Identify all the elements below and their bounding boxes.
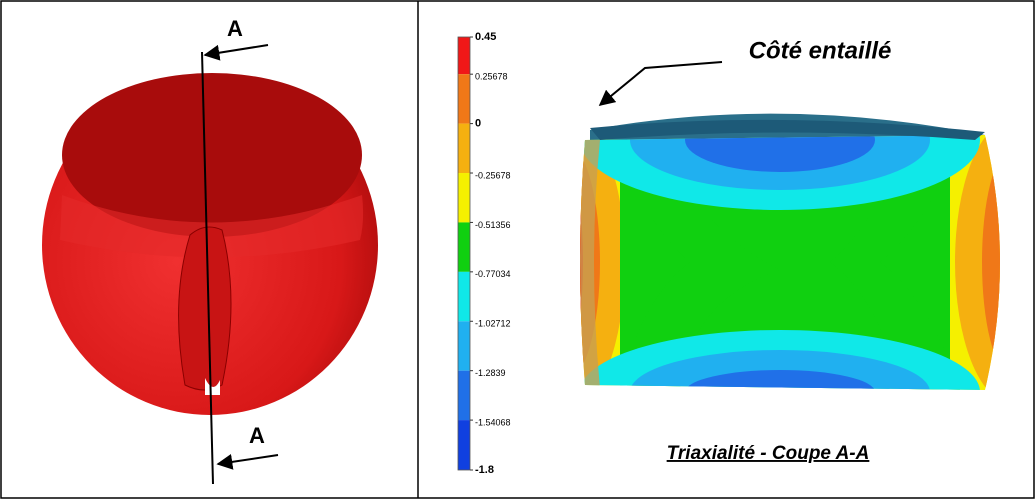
caption: Triaxialité - Coupe A-A — [667, 443, 870, 464]
tick-label: -1.54068 — [475, 417, 511, 427]
tick-label: 0 — [475, 118, 481, 130]
annotation: Côté entaillé — [749, 37, 892, 64]
annotation-arrow — [598, 61, 723, 107]
section-label: A — [249, 423, 265, 448]
colorbar-band — [458, 222, 470, 272]
tick-label: -1.8 — [475, 464, 494, 476]
section-label: A — [227, 16, 243, 41]
tick-label: -1.02712 — [475, 319, 511, 329]
colorbar-band — [458, 37, 470, 75]
specimen-3d — [42, 73, 378, 415]
colorbar-band — [458, 370, 470, 421]
colorbar-band — [458, 420, 470, 470]
colorbar-band — [458, 74, 470, 124]
colorbar-band — [458, 271, 470, 322]
colorbar-frame — [457, 36, 471, 471]
tick-label: 0.25678 — [475, 72, 508, 82]
colorbar-band — [458, 123, 470, 174]
tick-label: -0.25678 — [475, 170, 511, 180]
tick-label: -0.77034 — [475, 269, 511, 279]
tick-label: 0.45 — [475, 31, 496, 43]
tick-label: -0.51356 — [475, 220, 511, 230]
arrow — [216, 453, 279, 470]
colorbar-band — [458, 173, 470, 223]
colorbar-band — [458, 321, 470, 371]
tick-label: -1.2839 — [475, 368, 506, 378]
section-line — [201, 51, 214, 485]
arrow — [203, 44, 269, 61]
contour-plot — [580, 113, 1000, 390]
